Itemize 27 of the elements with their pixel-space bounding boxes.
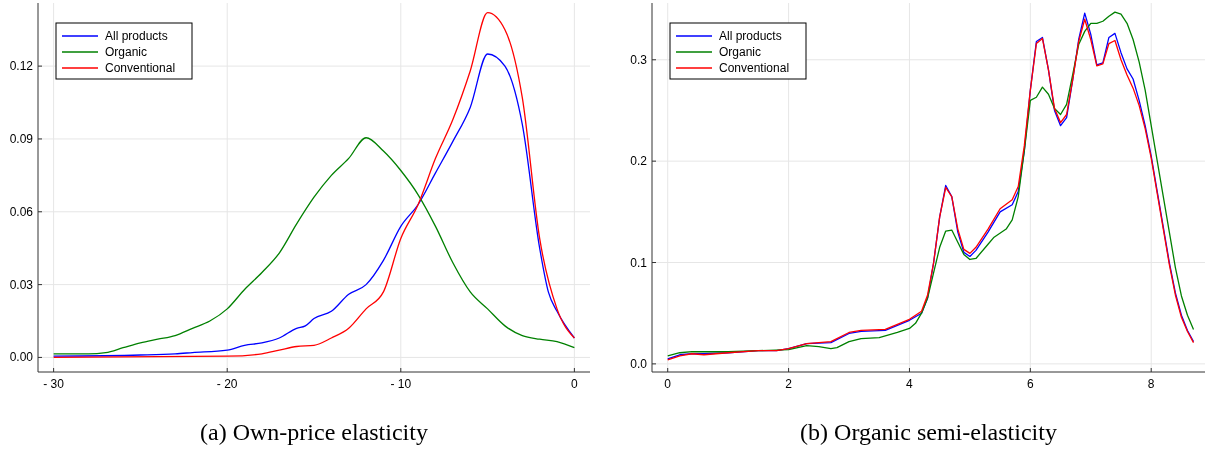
legend-label: Conventional	[719, 61, 790, 75]
y-tick-label: 0.2	[630, 154, 648, 169]
y-tick-label: 0.3	[630, 52, 648, 67]
x-tick-label: 8	[1147, 377, 1155, 391]
x-tick-label: 0	[571, 377, 579, 391]
y-tick-label: 0.00	[9, 350, 34, 365]
x-tick-label: - 20	[216, 377, 238, 391]
text: (a) Own-price elasticity	[200, 419, 428, 445]
y-tick-label: 0.1	[630, 255, 648, 270]
y-tick-label: 0.06	[9, 204, 34, 219]
x-tick-label: 0	[664, 377, 672, 391]
y-tick-label: 0.03	[9, 277, 34, 292]
legend-label: Conventional	[105, 61, 176, 75]
legend-label: Organic	[719, 45, 762, 59]
x-tick-label: - 30	[43, 377, 65, 391]
x-tick-label: - 10	[390, 377, 412, 391]
y-tick-label: 0.0	[630, 356, 648, 371]
text: (b) Organic semi-elasticity	[800, 419, 1057, 445]
x-tick-label: 4	[906, 377, 914, 391]
line-series	[52, 137, 576, 355]
x-tick-label: 2	[785, 377, 793, 391]
legend-label: All products	[105, 29, 168, 43]
y-tick-label: 0.09	[9, 131, 34, 146]
legend-label: All products	[719, 29, 782, 43]
x-tick-label: 6	[1026, 377, 1034, 391]
legend-label: Organic	[105, 45, 148, 59]
y-tick-label: 0.12	[9, 59, 34, 74]
